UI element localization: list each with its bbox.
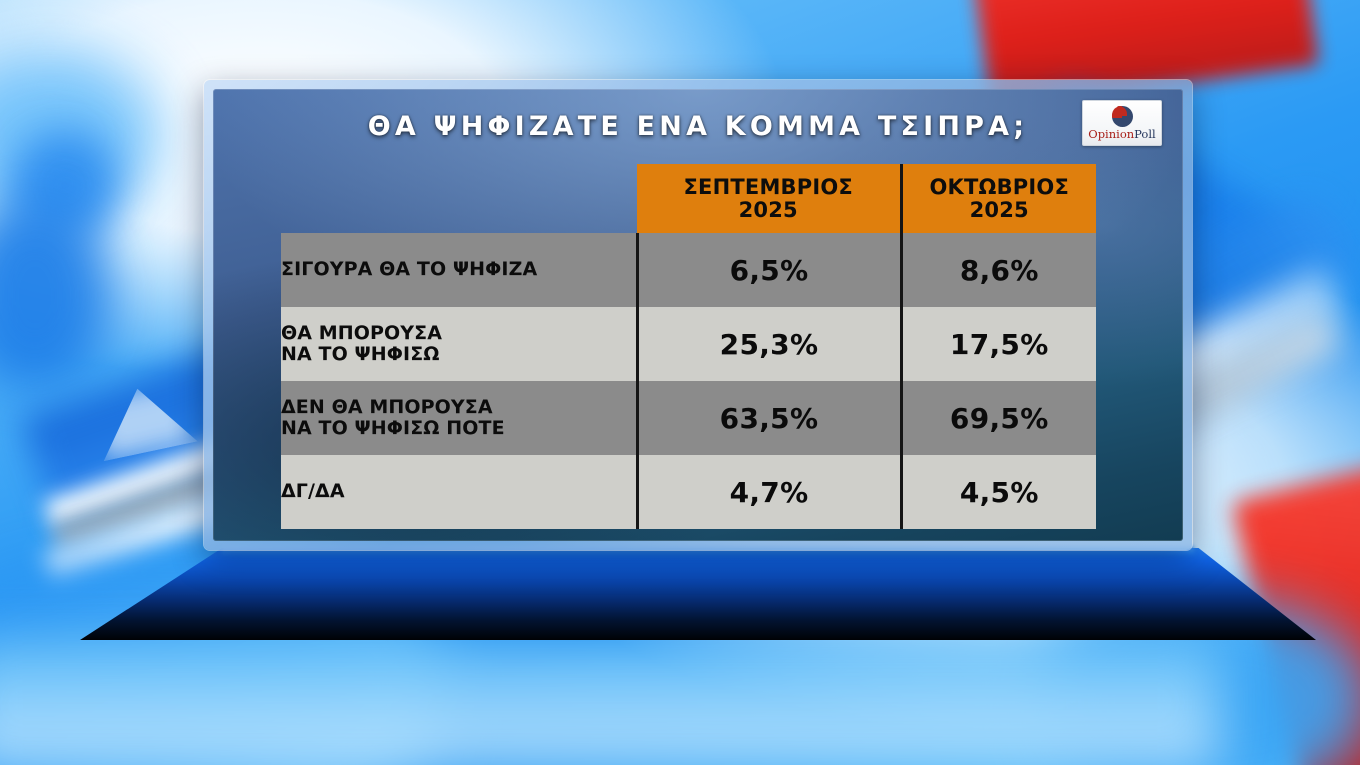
table-row: ΔΕΝ ΘΑ ΜΠΟΡΟΥΣΑ ΝΑ ΤΟ ΨΗΦΙΣΩ ΠΟΤΕ 63,5% … (281, 381, 1096, 455)
panel-frame: ΘΑ ΨΗΦΙΖΑΤΕ ΕΝΑ ΚΟΜΜΑ ΤΣΙΠΡΑ; OpinionPol… (204, 80, 1192, 550)
background-bottom-band (0, 638, 1220, 765)
row-value-september: 6,5% (635, 233, 901, 307)
podium-stand (80, 548, 1316, 640)
row-value-october: 4,5% (899, 455, 1096, 529)
row-value-october: 69,5% (899, 381, 1096, 455)
table-row: ΣΙΓΟΥΡΑ ΘΑ ΤΟ ΨΗΦΙΖΑ 6,5% 8,6% (281, 233, 1096, 307)
table-row: ΔΓ/ΔΑ 4,7% 4,5% (281, 455, 1096, 529)
logo-text-poll: Poll (1134, 127, 1156, 142)
row-value-september: 25,3% (635, 307, 901, 381)
row-value-october: 8,6% (899, 233, 1096, 307)
panel-body: ΘΑ ΨΗΦΙΖΑΤΕ ΕΝΑ ΚΟΜΜΑ ΤΣΙΠΡΑ; OpinionPol… (213, 89, 1183, 541)
opinionpoll-logo: OpinionPoll (1082, 100, 1162, 146)
row-value-october: 17,5% (899, 307, 1096, 381)
page-title: ΘΑ ΨΗΦΙΖΑΤΕ ΕΝΑ ΚΟΜΜΑ ΤΣΙΠΡΑ; (367, 111, 1029, 142)
row-value-september: 4,7% (635, 455, 901, 529)
row-label: ΣΙΓΟΥΡΑ ΘΑ ΤΟ ΨΗΦΙΖΑ (281, 233, 637, 307)
header-month2-name: ΟΚΤΩΒΡΙΟΣ (929, 174, 1069, 199)
header-month1-year: 2025 (738, 197, 798, 222)
opinionpoll-mark-icon (1111, 105, 1133, 128)
row-label: ΔΕΝ ΘΑ ΜΠΟΡΟΥΣΑ ΝΑ ΤΟ ΨΗΦΙΣΩ ΠΟΤΕ (281, 381, 637, 455)
table-header-row: ΣΕΠΤΕΜΒΡΙΟΣ 2025 ΟΚΤΩΒΡΙΟΣ 2025 (281, 164, 1096, 233)
podium-top-edge (222, 546, 1194, 554)
header-label-blank (281, 164, 637, 233)
poll-results-table: ΣΕΠΤΕΜΒΡΙΟΣ 2025 ΟΚΤΩΒΡΙΟΣ 2025 ΣΙΓΟΥΡΑ … (281, 164, 1096, 529)
header-month-october: ΟΚΤΩΒΡΙΟΣ 2025 (899, 164, 1096, 233)
header-month1-name: ΣΕΠΤΕΜΒΡΙΟΣ (683, 174, 853, 199)
row-label: ΔΓ/ΔΑ (281, 455, 637, 529)
row-label: ΘΑ ΜΠΟΡΟΥΣΑ ΝΑ ΤΟ ΨΗΦΙΣΩ (281, 307, 637, 381)
table-row: ΘΑ ΜΠΟΡΟΥΣΑ ΝΑ ΤΟ ΨΗΦΙΣΩ 25,3% 17,5% (281, 307, 1096, 381)
background-blue-blob-left-c (0, 200, 110, 390)
row-value-september: 63,5% (635, 381, 901, 455)
opinionpoll-logo-text: OpinionPoll (1088, 129, 1155, 141)
table-body: ΣΙΓΟΥΡΑ ΘΑ ΤΟ ΨΗΦΙΖΑ 6,5% 8,6% ΘΑ ΜΠΟΡΟΥ… (281, 233, 1096, 529)
header-month-september: ΣΕΠΤΕΜΒΡΙΟΣ 2025 (637, 164, 901, 233)
logo-text-opinion: Opinion (1088, 127, 1135, 142)
table-header: ΣΕΠΤΕΜΒΡΙΟΣ 2025 ΟΚΤΩΒΡΙΟΣ 2025 (281, 164, 1096, 233)
header-month2-year: 2025 (969, 197, 1029, 222)
